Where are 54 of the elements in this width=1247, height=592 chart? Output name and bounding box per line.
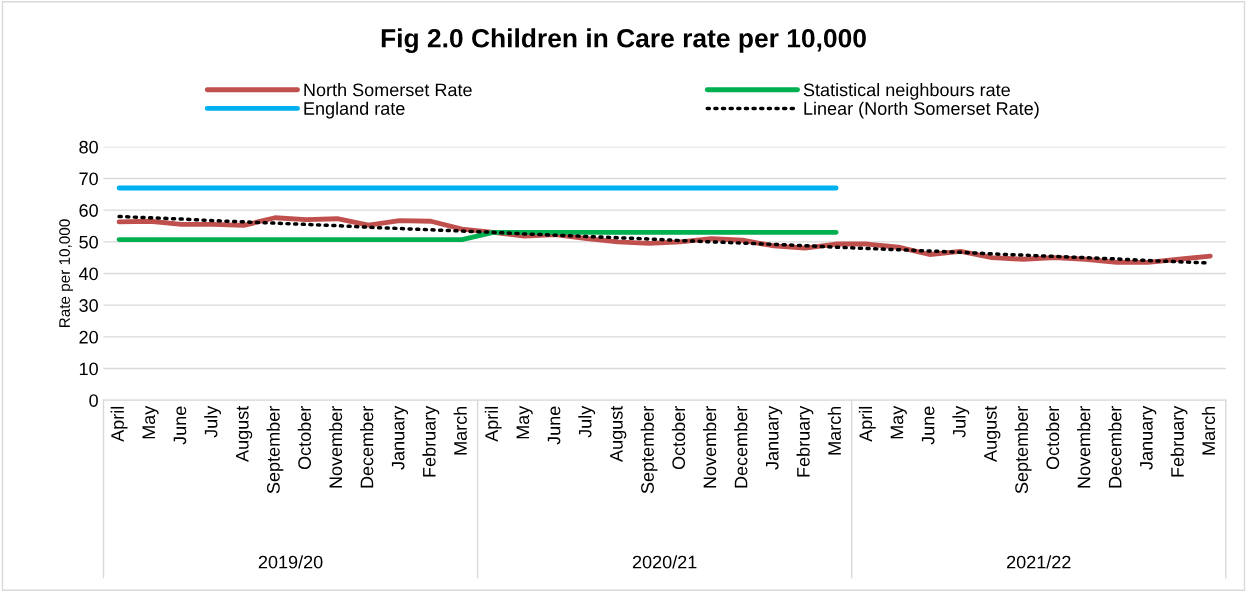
x-tick-label: February <box>796 405 814 477</box>
text: 2021/22 <box>1007 555 1071 569</box>
x-tick-label: December <box>360 406 374 488</box>
x-tick-label: January <box>391 405 409 470</box>
y-tick-label: 40 <box>78 267 98 281</box>
y-axis-title: Rate per 10,000 <box>59 219 73 328</box>
x-tick-label: May <box>516 405 533 439</box>
x-tick-label: July <box>952 405 970 438</box>
x-tick-label: July <box>204 405 222 438</box>
y-tick-label: 20 <box>79 330 98 344</box>
x-tick-label: August <box>610 405 627 462</box>
legend-label: North Somerset Rate <box>304 83 472 97</box>
x-tick-label: February <box>422 405 440 477</box>
y-tick-label: 80 <box>79 140 98 154</box>
x-tick-label: June <box>173 406 187 445</box>
x-tick-label: February <box>1170 405 1188 477</box>
x-tick-label: April <box>858 406 876 442</box>
x-tick-label: September <box>1014 406 1032 494</box>
x-tick-label: September <box>640 406 658 494</box>
text: 2020/21 <box>632 555 697 569</box>
x-tick-label: July <box>578 405 596 438</box>
x-tick-label: June <box>547 406 561 445</box>
x-tick-label: October <box>671 406 686 470</box>
y-tick-label: 30 <box>79 299 98 312</box>
y-tick-label: 10 <box>79 362 98 376</box>
legend-label: Statistical neighbours rate <box>803 83 1010 100</box>
text: 2019/20 <box>258 555 323 569</box>
x-tick-label: October <box>297 406 311 470</box>
y-tick-label: 60 <box>79 204 98 217</box>
x-tick-label: September <box>266 406 284 494</box>
x-tick-label: December <box>1108 406 1122 488</box>
legend-label: Linear (North Somerset Rate) <box>804 101 1039 119</box>
x-tick-label: April <box>110 406 128 442</box>
x-tick-label: November <box>328 406 343 488</box>
x-tick-label: January <box>766 405 783 470</box>
x-tick-label: November <box>1077 406 1091 488</box>
x-tick-label: June <box>921 406 935 445</box>
y-tick-label: 50 <box>79 235 98 249</box>
x-tick-label: November <box>703 406 717 488</box>
x-tick-label: May <box>890 405 907 439</box>
y-tick-label: 0 <box>89 394 98 407</box>
x-tick-label: March <box>453 406 467 455</box>
x-tick-label: March <box>827 406 841 455</box>
x-tick-label: March <box>1201 406 1216 455</box>
x-tick-label: October <box>1045 406 1060 470</box>
x-tick-label: December <box>734 406 748 488</box>
x-tick-label: August <box>236 405 253 462</box>
x-tick-label: August <box>984 405 1001 462</box>
legend-label: England rate <box>304 101 405 119</box>
chart-title: Fig 2.0 Children in Care rate per 10,000 <box>381 28 866 53</box>
x-tick-label: May <box>142 405 159 439</box>
x-tick-label: April <box>484 406 502 442</box>
y-tick-label: 70 <box>79 172 98 186</box>
x-tick-label: January <box>1140 405 1157 470</box>
